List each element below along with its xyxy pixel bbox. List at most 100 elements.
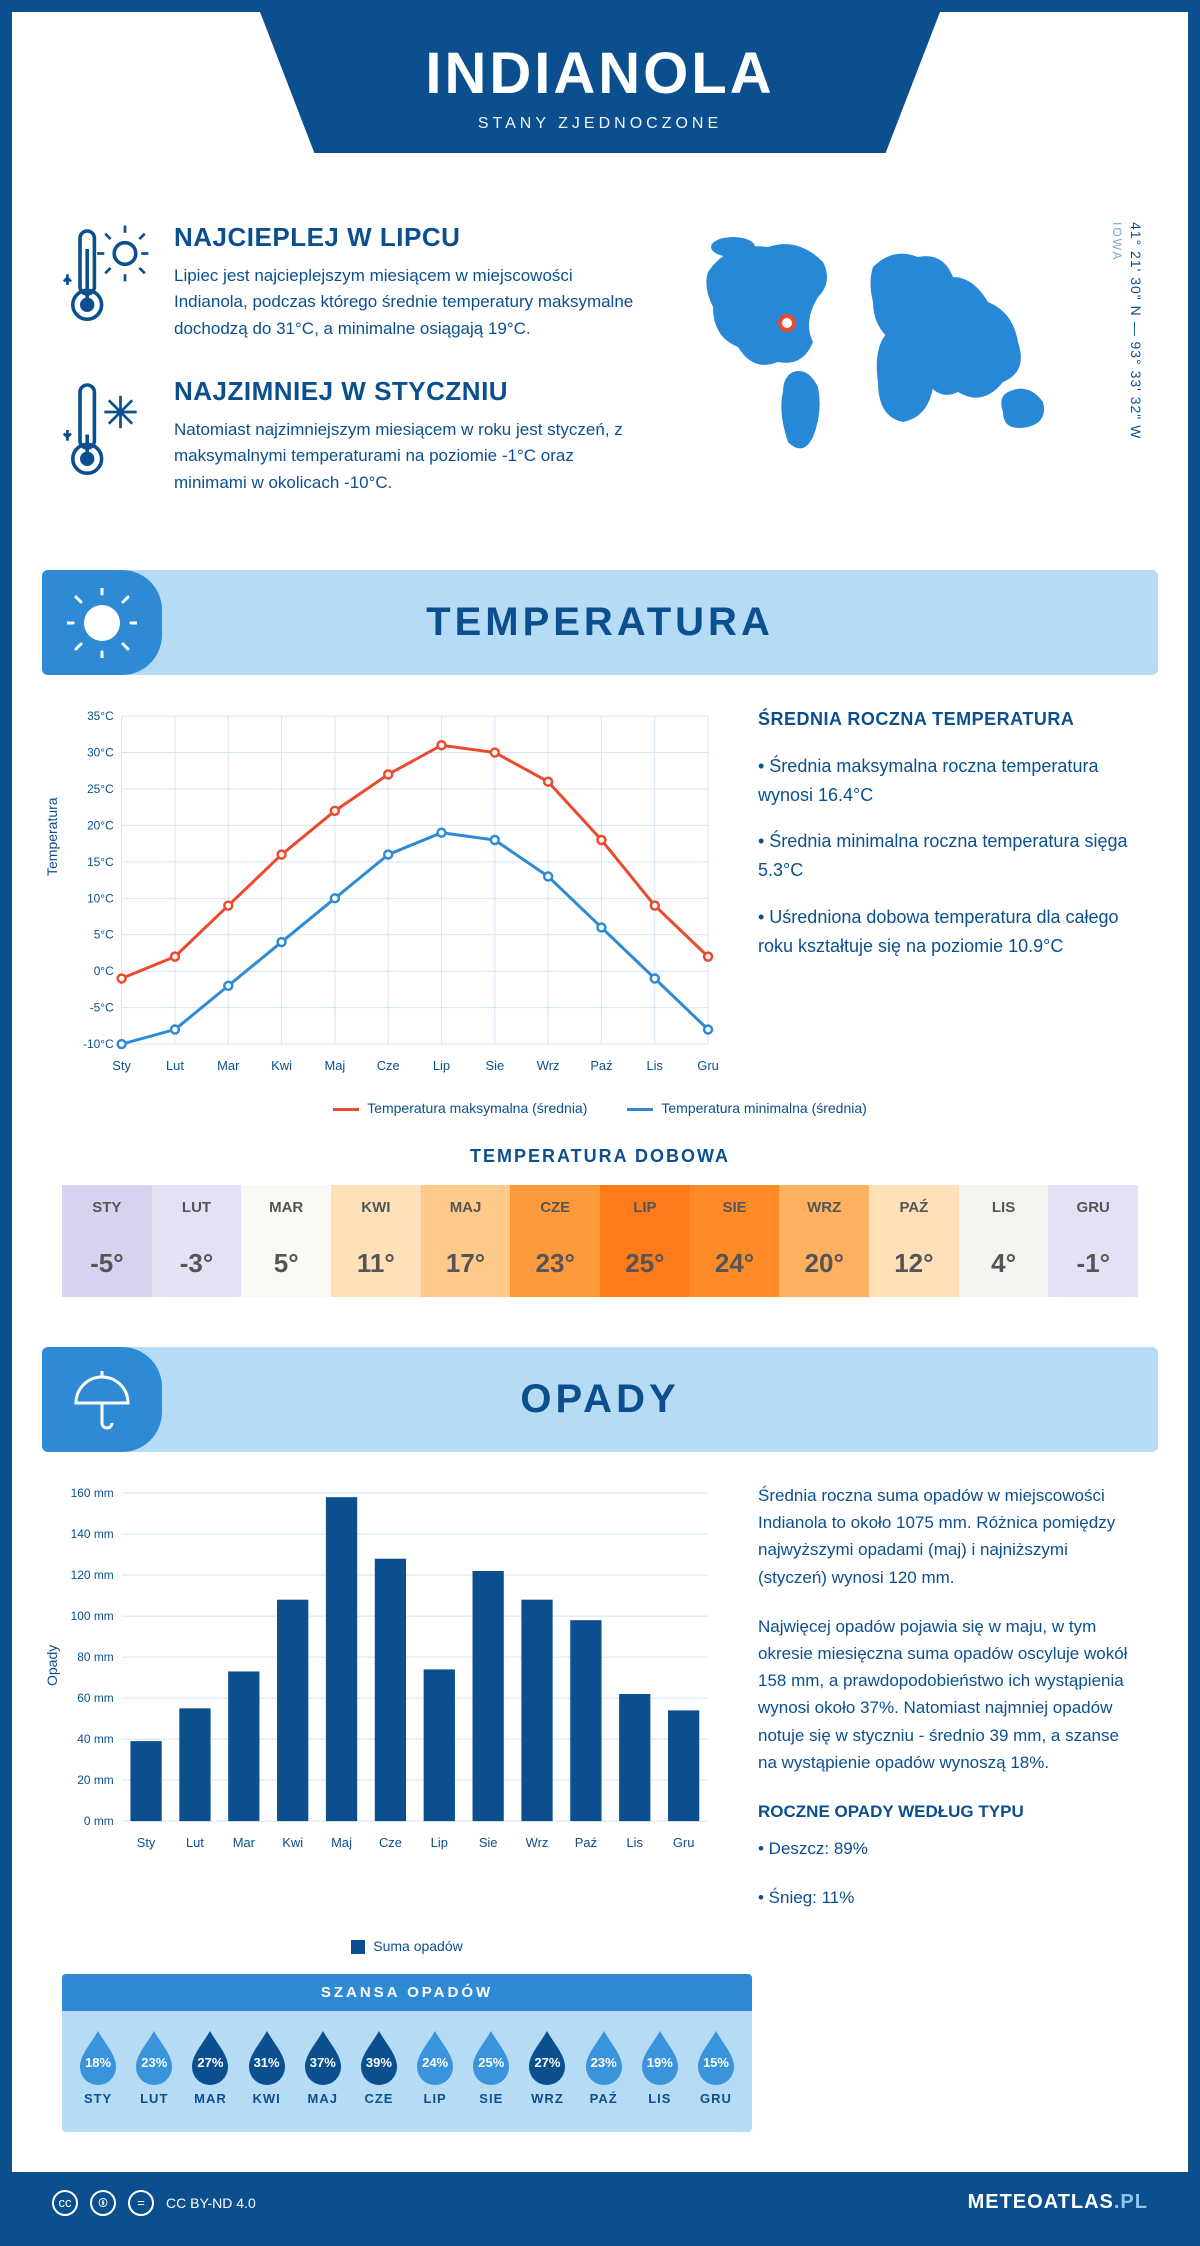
header: INDIANOLA STANY ZJEDNOCZONE bbox=[12, 12, 1188, 192]
city-title: INDIANOLA bbox=[260, 40, 940, 107]
svg-text:Paź: Paź bbox=[575, 1835, 597, 1850]
svg-text:Sty: Sty bbox=[112, 1058, 131, 1073]
svg-text:Lut: Lut bbox=[166, 1058, 184, 1073]
chance-drop: 27%MAR bbox=[182, 2029, 238, 2106]
by-icon: 🅯 bbox=[90, 2190, 116, 2216]
svg-text:Lip: Lip bbox=[431, 1835, 448, 1850]
temperature-line-chart: Temperatura -10°C-5°C0°C5°C10°C15°C20°C2… bbox=[62, 705, 718, 1090]
svg-text:-5°C: -5°C bbox=[90, 1001, 114, 1015]
daily-cell: CZE23° bbox=[510, 1185, 600, 1297]
hottest-title: NAJCIEPLEJ W LIPCU bbox=[174, 222, 638, 253]
hottest-block: NAJCIEPLEJ W LIPCU Lipiec jest najcieple… bbox=[62, 222, 638, 342]
world-map bbox=[678, 222, 1098, 462]
umbrella-icon bbox=[42, 1347, 162, 1452]
footer: cc 🅯 = CC BY-ND 4.0 METEOATLAS.PL bbox=[12, 2172, 1188, 2234]
svg-text:Sie: Sie bbox=[479, 1835, 498, 1850]
svg-text:20°C: 20°C bbox=[87, 818, 114, 832]
svg-text:Lis: Lis bbox=[646, 1058, 663, 1073]
svg-text:Kwi: Kwi bbox=[271, 1058, 292, 1073]
daily-cell: SIE24° bbox=[690, 1185, 780, 1297]
svg-text:20 mm: 20 mm bbox=[77, 1773, 113, 1787]
precip-banner: OPADY bbox=[42, 1347, 1158, 1452]
legend-max: Temperatura maksymalna (średnia) bbox=[333, 1100, 587, 1116]
temperature-banner: TEMPERATURA bbox=[42, 570, 1158, 675]
svg-text:-10°C: -10°C bbox=[83, 1037, 114, 1051]
svg-text:30°C: 30°C bbox=[87, 746, 114, 760]
region-label: IOWA bbox=[1110, 222, 1124, 262]
chance-drop: 19%LIS bbox=[632, 2029, 688, 2106]
legend-min: Temperatura minimalna (średnia) bbox=[627, 1100, 866, 1116]
svg-text:Maj: Maj bbox=[324, 1058, 345, 1073]
chance-drop: 24%LIP bbox=[407, 2029, 463, 2106]
chance-drop: 39%CZE bbox=[351, 2029, 407, 2106]
svg-text:Wrz: Wrz bbox=[537, 1058, 560, 1073]
coldest-block: NAJZIMNIEJ W STYCZNIU Natomiast najzimni… bbox=[62, 376, 638, 496]
chance-drop: 25%SIE bbox=[463, 2029, 519, 2106]
svg-text:10°C: 10°C bbox=[87, 891, 114, 905]
thermometer-sun-icon bbox=[62, 222, 152, 342]
svg-text:Lip: Lip bbox=[433, 1058, 450, 1073]
svg-text:120 mm: 120 mm bbox=[71, 1568, 114, 1582]
svg-text:160 mm: 160 mm bbox=[71, 1486, 114, 1500]
thermometer-snow-icon bbox=[62, 376, 152, 496]
precip-bytype-1: • Śnieg: 11% bbox=[758, 1884, 1138, 1911]
chance-drop: 37%MAJ bbox=[295, 2029, 351, 2106]
svg-text:Gru: Gru bbox=[697, 1058, 718, 1073]
nd-icon: = bbox=[128, 2190, 154, 2216]
svg-text:Gru: Gru bbox=[673, 1835, 695, 1850]
temp-legend: Temperatura maksymalna (średnia) Tempera… bbox=[12, 1100, 1188, 1116]
license-text: CC BY-ND 4.0 bbox=[166, 2195, 256, 2211]
svg-text:35°C: 35°C bbox=[87, 709, 114, 723]
precip-bytype-0: • Deszcz: 89% bbox=[758, 1835, 1138, 1862]
chance-drop: 15%GRU bbox=[688, 2029, 744, 2106]
precip-bytype-title: ROCZNE OPADY WEDŁUG TYPU bbox=[758, 1798, 1138, 1825]
temp-info-0: • Średnia maksymalna roczna temperatura … bbox=[758, 752, 1138, 810]
svg-text:0°C: 0°C bbox=[94, 964, 114, 978]
svg-text:Mar: Mar bbox=[233, 1835, 256, 1850]
svg-text:Maj: Maj bbox=[331, 1835, 352, 1850]
precip-bar-legend: Suma opadów bbox=[62, 1938, 752, 1954]
daily-cell: GRU-1° bbox=[1048, 1185, 1138, 1297]
svg-text:0 mm: 0 mm bbox=[84, 1814, 114, 1828]
precip-info-p2: Najwięcej opadów pojawia się w maju, w t… bbox=[758, 1613, 1138, 1776]
temp-info-title: ŚREDNIA ROCZNA TEMPERATURA bbox=[758, 705, 1138, 734]
daily-cell: WRZ20° bbox=[779, 1185, 869, 1297]
svg-text:80 mm: 80 mm bbox=[77, 1650, 113, 1664]
coldest-title: NAJZIMNIEJ W STYCZNIU bbox=[174, 376, 638, 407]
precip-y-label: Opady bbox=[44, 1645, 60, 1686]
svg-text:Lis: Lis bbox=[627, 1835, 644, 1850]
precip-bar-chart: Opady 0 mm20 mm40 mm60 mm80 mm100 mm120 … bbox=[62, 1482, 718, 1933]
temp-info-2: • Uśredniona dobowa temperatura dla całe… bbox=[758, 903, 1138, 961]
sun-icon bbox=[42, 570, 162, 675]
svg-text:25°C: 25°C bbox=[87, 782, 114, 796]
temp-info-1: • Średnia minimalna roczna temperatura s… bbox=[758, 827, 1138, 885]
daily-cell: MAR5° bbox=[241, 1185, 331, 1297]
svg-text:5°C: 5°C bbox=[94, 928, 114, 942]
svg-text:Cze: Cze bbox=[379, 1835, 402, 1850]
svg-text:Kwi: Kwi bbox=[282, 1835, 303, 1850]
precip-title: OPADY bbox=[42, 1377, 1158, 1422]
daily-cell: KWI11° bbox=[331, 1185, 421, 1297]
chance-drop: 31%KWI bbox=[239, 2029, 295, 2106]
license-block: cc 🅯 = CC BY-ND 4.0 bbox=[52, 2190, 256, 2216]
svg-text:Mar: Mar bbox=[217, 1058, 240, 1073]
svg-text:Lut: Lut bbox=[186, 1835, 204, 1850]
daily-cell: LIP25° bbox=[600, 1185, 690, 1297]
svg-text:40 mm: 40 mm bbox=[77, 1732, 113, 1746]
temperature-info: ŚREDNIA ROCZNA TEMPERATURA • Średnia mak… bbox=[758, 705, 1138, 1090]
svg-text:100 mm: 100 mm bbox=[71, 1609, 114, 1623]
svg-text:Sie: Sie bbox=[485, 1058, 504, 1073]
chance-drop: 27%WRZ bbox=[519, 2029, 575, 2106]
header-ribbon: INDIANOLA STANY ZJEDNOCZONE bbox=[260, 12, 940, 153]
precip-info: Średnia roczna suma opadów w miejscowośc… bbox=[758, 1482, 1138, 1933]
daily-cell: MAJ17° bbox=[421, 1185, 511, 1297]
daily-cell: LUT-3° bbox=[152, 1185, 242, 1297]
chance-title: SZANSA OPADÓW bbox=[62, 1974, 752, 2011]
daily-temp-table: STY-5°LUT-3°MAR5°KWI11°MAJ17°CZE23°LIP25… bbox=[62, 1185, 1138, 1297]
hottest-text: Lipiec jest najcieplejszym miesiącem w m… bbox=[174, 263, 638, 342]
svg-text:15°C: 15°C bbox=[87, 855, 114, 869]
coldest-text: Natomiast najzimniejszym miesiącem w rok… bbox=[174, 417, 638, 496]
svg-text:140 mm: 140 mm bbox=[71, 1527, 114, 1541]
country-subtitle: STANY ZJEDNOCZONE bbox=[260, 115, 940, 133]
svg-text:Sty: Sty bbox=[137, 1835, 156, 1850]
